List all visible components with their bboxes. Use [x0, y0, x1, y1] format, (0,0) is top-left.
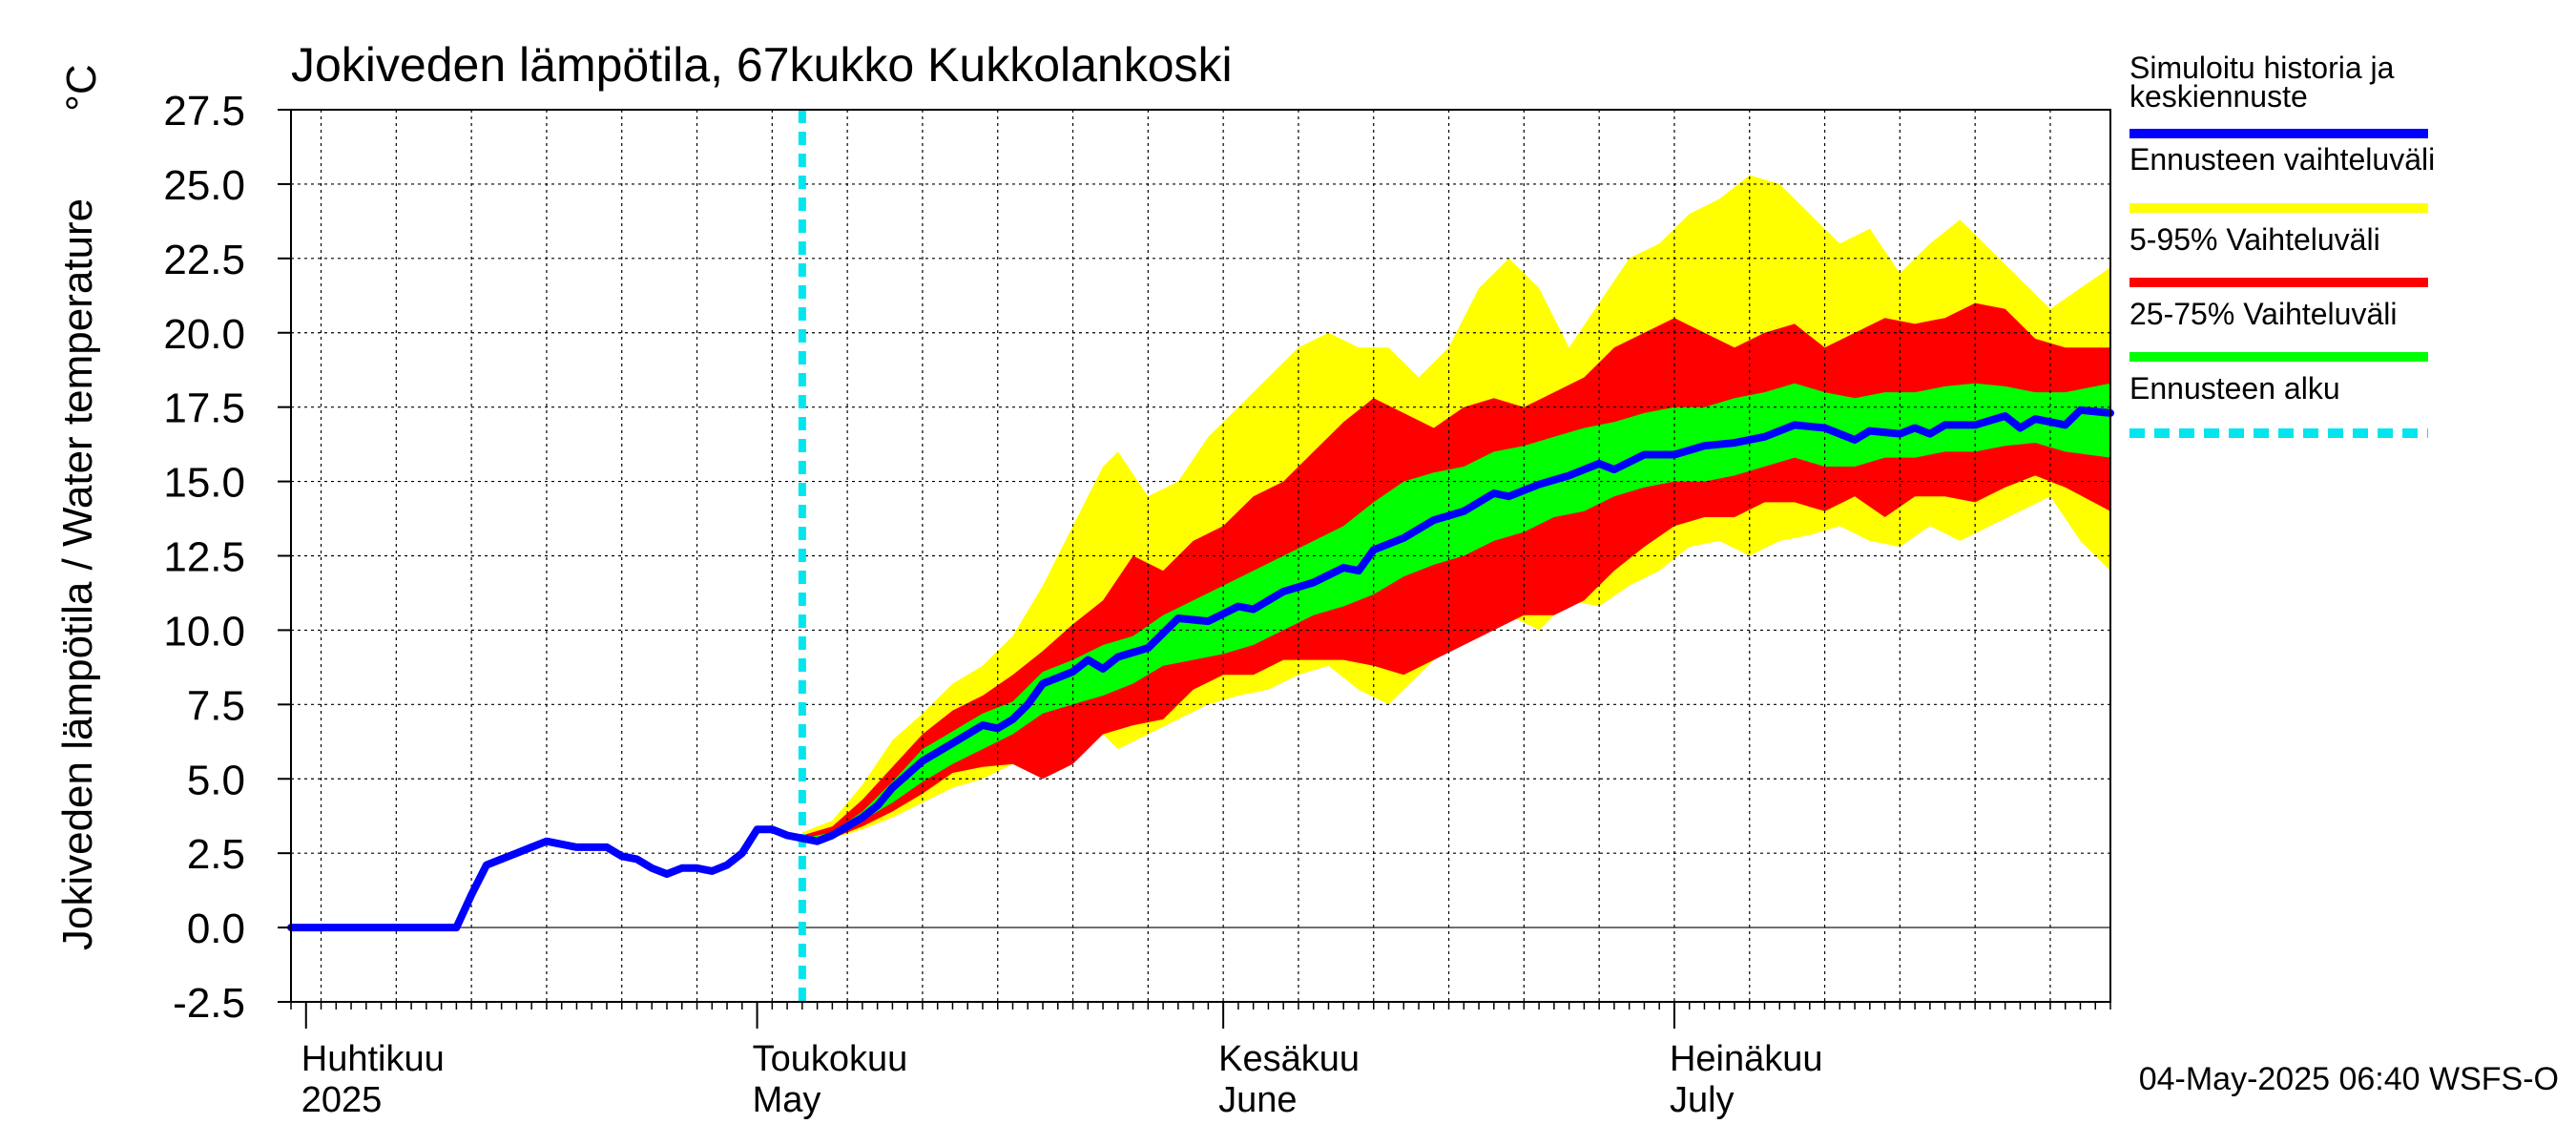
- band-25-75: [801, 383, 2110, 842]
- y-tick-label: 20.0: [163, 311, 245, 358]
- x-month-label-en: June: [1218, 1080, 1297, 1120]
- chart-grid: [291, 109, 2110, 1003]
- legend-label: Simuloitu historia ja: [2129, 51, 2395, 85]
- y-tick-label: 27.5: [163, 88, 245, 135]
- x-month-label-fi: Huhtikuu: [301, 1039, 445, 1079]
- forecast-bands: [801, 175, 2110, 842]
- y-tick-label: 2.5: [187, 831, 245, 878]
- y-tick-label: 5.0: [187, 757, 245, 803]
- y-tick-label: 25.0: [163, 162, 245, 209]
- y-axis-label: Jokiveden lämpötila / Water temperature: [54, 198, 101, 950]
- y-tick-label: 12.5: [163, 534, 245, 581]
- legend-label: 25-75% Vaihteluväli: [2129, 297, 2397, 331]
- series-line-mean: [287, 406, 2114, 932]
- y-axis-unit: °C: [58, 64, 105, 111]
- y-tick-label: 15.0: [163, 460, 245, 507]
- chart-axes: 27.5 25.0 22.5 20.0 17.5 15.0 12.5 10.0 7.5 5.0 2.…: [163, 88, 2111, 1120]
- legend-label: 5-95% Vaihteluväli: [2129, 222, 2380, 257]
- y-tick-label: 22.5: [163, 237, 245, 283]
- y-tick-label: 0.0: [187, 906, 245, 952]
- footer-timestamp: 04-May-2025 06:40 WSFS-O: [2139, 1061, 2559, 1097]
- x-month-label-en: May: [753, 1080, 821, 1120]
- y-tick-label: 10.0: [163, 608, 245, 655]
- legend-label: Ennusteen vaihteluväli: [2129, 142, 2435, 177]
- chart-title: Jokiveden lämpötila, 67kukko Kukkolankos…: [291, 38, 1233, 92]
- y-tick-label: -2.5: [173, 980, 245, 1027]
- x-month-label-en: 2025: [301, 1080, 383, 1120]
- series-lines: [287, 110, 2114, 1002]
- x-month-label-fi: Toukokuu: [753, 1039, 908, 1079]
- legend-label: Ennusteen alku: [2129, 371, 2340, 406]
- x-month-label-fi: Kesäkuu: [1218, 1039, 1360, 1079]
- x-month-label-fi: Heinäkuu: [1670, 1039, 1823, 1079]
- legend-label: keskiennuste: [2129, 79, 2308, 114]
- y-tick-label: 7.5: [187, 682, 245, 729]
- y-tick-label: 17.5: [163, 385, 245, 432]
- x-month-label-en: July: [1670, 1080, 1735, 1120]
